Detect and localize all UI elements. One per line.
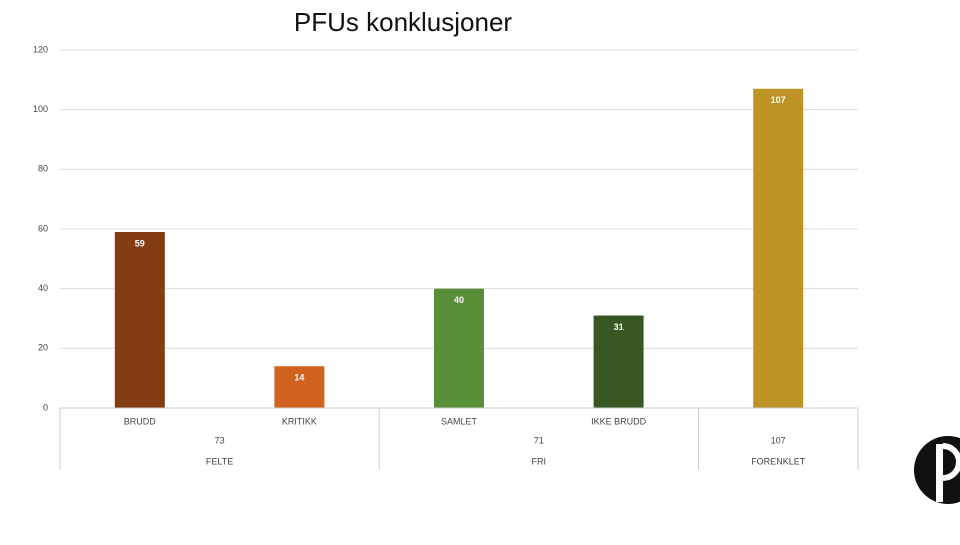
- x-tick-label: SAMLET: [441, 416, 478, 426]
- group-total: 107: [771, 435, 786, 445]
- y-tick-label: 120: [33, 44, 48, 54]
- y-tick-label: 40: [38, 283, 48, 293]
- group-label: FORENKLET: [751, 456, 806, 466]
- group-label: FRI: [532, 456, 547, 466]
- bar: [593, 315, 644, 408]
- bar: [114, 231, 165, 408]
- bar: [434, 288, 484, 408]
- bar: [274, 366, 325, 408]
- group-total: 73: [215, 435, 225, 445]
- y-tick-label: 60: [38, 223, 48, 233]
- value-label: 40: [454, 295, 464, 305]
- y-tick-label: 0: [43, 402, 48, 412]
- logo: [914, 436, 960, 504]
- value-label: 59: [135, 238, 145, 248]
- bar: [753, 88, 804, 409]
- y-tick-label: 20: [38, 343, 48, 353]
- group-total: 71: [534, 435, 544, 445]
- x-tick-label: KRITIKK: [282, 416, 317, 426]
- group-label: FELTE: [206, 456, 233, 466]
- y-tick-label: 80: [38, 164, 48, 174]
- chart-title: PFUs konklusjoner: [294, 7, 513, 37]
- value-label: 107: [771, 95, 786, 105]
- x-tick-label: BRUDD: [124, 416, 157, 426]
- value-label: 14: [294, 373, 304, 383]
- x-tick-label: IKKE BRUDD: [591, 416, 647, 426]
- y-tick-label: 100: [33, 104, 48, 114]
- value-label: 31: [614, 322, 624, 332]
